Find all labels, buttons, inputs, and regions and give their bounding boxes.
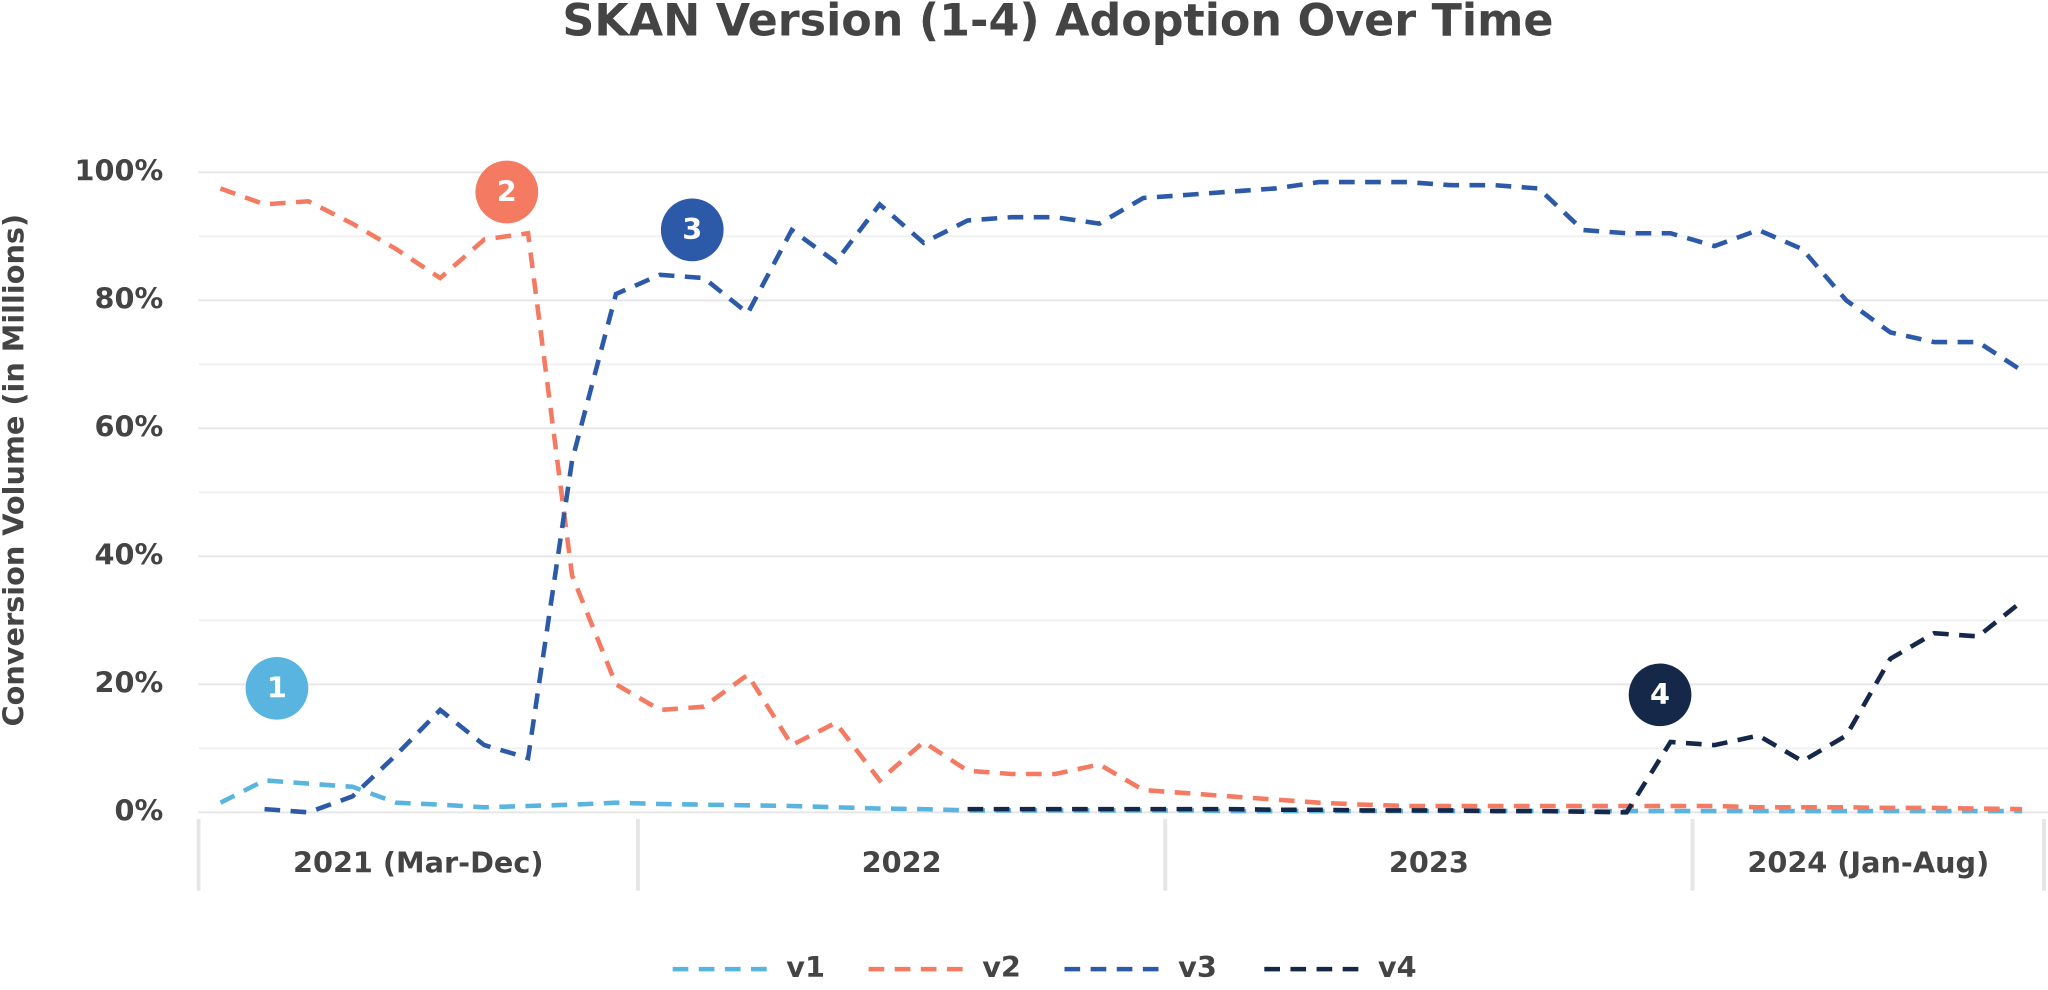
- y-axis-label: Conversion Volume (in Millions): [0, 214, 31, 727]
- series-line: [219, 186, 2023, 812]
- series-line: [967, 599, 2024, 815]
- legend-label: v4: [1378, 950, 1417, 984]
- y-tick-label: 40%: [95, 537, 164, 571]
- legend-label: v2: [982, 950, 1021, 984]
- y-tick-label: 0%: [115, 793, 164, 827]
- badge: [1628, 663, 1692, 727]
- y-tick-label: 20%: [95, 665, 164, 699]
- y-tick-label: 80%: [95, 281, 164, 315]
- legend-label: v1: [786, 950, 825, 984]
- badge: [660, 198, 724, 262]
- y-tick-label: 100%: [75, 153, 164, 187]
- legend-label: v3: [1178, 950, 1217, 984]
- x-group-label: 2021 (Mar-Dec): [293, 846, 544, 880]
- badge-label: 4: [1650, 677, 1670, 711]
- badge-label: 3: [682, 212, 702, 246]
- chart-title: SKAN Version (1-4) Adoption Over Time: [562, 0, 1553, 47]
- badge: [245, 656, 309, 720]
- badge: [475, 160, 539, 224]
- series-line: [264, 179, 2024, 815]
- badge-label: 1: [267, 671, 287, 705]
- x-group-label: 2023: [1389, 846, 1469, 880]
- x-group-label: 2024 (Jan-Aug): [1747, 846, 1989, 880]
- badge-label: 2: [497, 174, 517, 208]
- y-tick-label: 60%: [95, 409, 164, 443]
- x-group-label: 2022: [862, 846, 942, 880]
